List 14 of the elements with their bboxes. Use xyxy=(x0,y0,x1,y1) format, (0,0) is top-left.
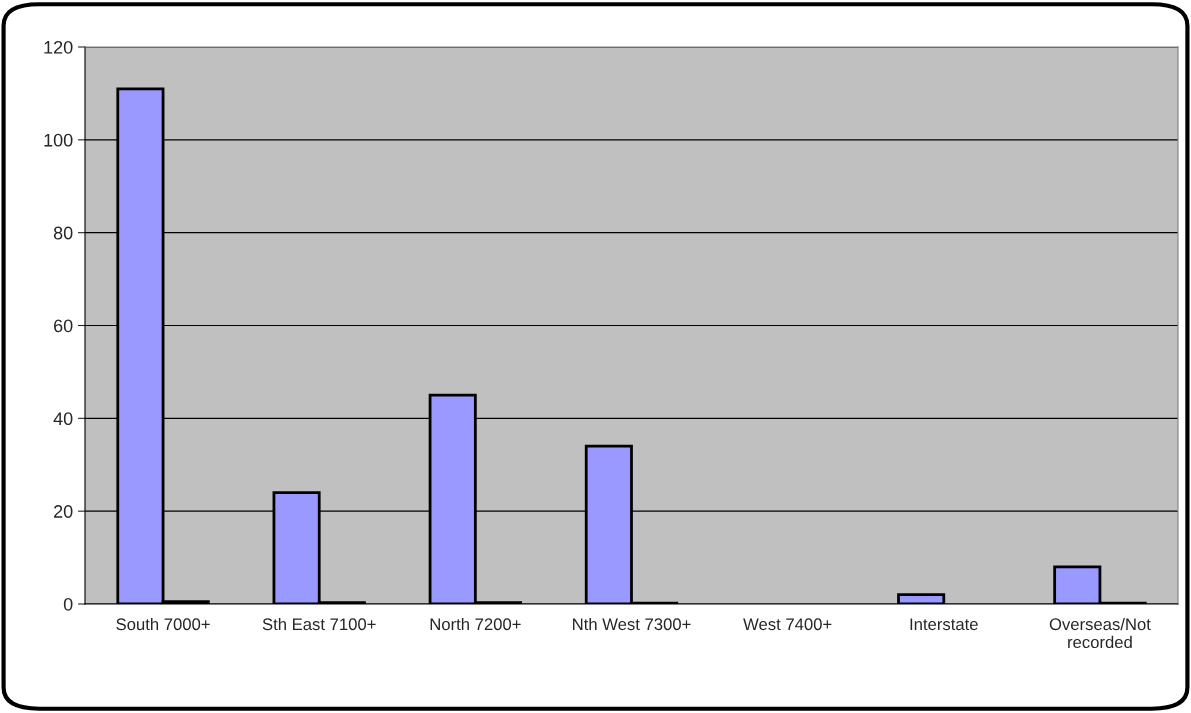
y-tick-label: 0 xyxy=(63,597,73,611)
x-tick-label: South 7000+ xyxy=(116,617,210,631)
y-tick-label: 40 xyxy=(53,412,73,426)
x-tick-label: West 7400+ xyxy=(743,618,832,631)
x-tick-label: North 7200+ xyxy=(430,617,521,631)
x-tick-label: Nth West 7300+ xyxy=(573,617,691,631)
y-tick-label: 20 xyxy=(54,505,73,518)
y-tick-label: 120 xyxy=(44,40,73,54)
y-tick-label: 80 xyxy=(53,226,73,240)
x-tick-label: Interstate xyxy=(910,618,978,631)
x-tick-label: Sth East 7100+ xyxy=(262,617,376,631)
y-tick-label: 60 xyxy=(54,319,73,333)
x-tick-label: Overseas/Not recorded xyxy=(1049,617,1151,649)
y-tick-label: 100 xyxy=(44,133,73,147)
